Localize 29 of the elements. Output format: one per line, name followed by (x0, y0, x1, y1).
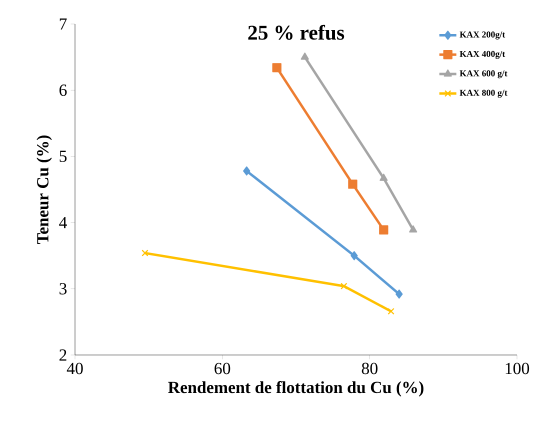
y-tick-label: 3 (60, 283, 67, 294)
y-tick-label: 5 (60, 150, 67, 162)
point (243, 166, 250, 176)
point (142, 250, 148, 256)
point (340, 282, 348, 290)
legend-label: KAX 200g/t (460, 31, 506, 40)
y-tick-label: 4 (59, 217, 67, 228)
point (388, 308, 394, 315)
y-tick-label: 2 (60, 349, 66, 361)
point (300, 52, 309, 60)
point (380, 174, 388, 181)
y-axis-title: Teneur Cu (%) (36, 136, 52, 244)
legend-label: KAX 400g/t (460, 50, 506, 59)
legend-label: KAX 800 g/t (460, 90, 508, 98)
legend-label: KAX 600 g/t (460, 70, 508, 78)
chart-title: 25 % refus (248, 24, 344, 40)
y-tick-label: 6 (59, 84, 67, 96)
x-tick-label: 80 (362, 362, 378, 374)
x-tick-label: 60 (214, 362, 230, 374)
y-tick-label: 7 (60, 18, 67, 30)
x-tick-label: 100 (506, 362, 530, 374)
point (272, 63, 282, 72)
point (350, 251, 358, 260)
point (409, 225, 418, 232)
point (396, 290, 403, 299)
x-axis-title: Rendement de flottation du Cu (%) (168, 381, 424, 397)
point (379, 225, 388, 234)
point (348, 180, 358, 189)
x-tick-label: 40 (66, 362, 83, 374)
